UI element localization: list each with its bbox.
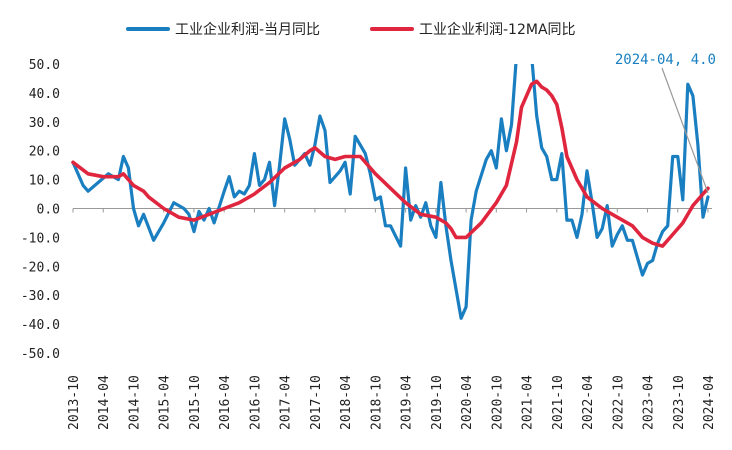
- x-tick-label: 2021-10: [551, 375, 566, 430]
- x-tick-label: 2016-10: [248, 375, 263, 430]
- x-tick-label: 2019-04: [400, 375, 415, 430]
- x-tick-label: 2020-10: [490, 375, 505, 430]
- y-axis: 50.0 40.0 30.0 20.0 10.0 0.0 -10.0 -20.0 -30.0 -4…: [21, 58, 60, 362]
- y-tick-label: 50.0: [29, 58, 60, 73]
- series-line-0: [71, 64, 710, 320]
- x-tick-label: 2023-04: [642, 375, 657, 430]
- x-tick-label: 2022-04: [581, 375, 596, 430]
- y-tick-label: -30.0: [21, 289, 60, 304]
- x-tick-label: 2018-04: [339, 375, 354, 430]
- x-axis: 2013-10 2014-04 2014-10 2015-04 2015-10 2016-…: [67, 208, 717, 430]
- legend-label-series-0: 工业企业利润-当月同比: [175, 21, 320, 38]
- y-tick-label: -40.0: [21, 318, 60, 333]
- series-line-1: [71, 79, 710, 248]
- x-tick-label: 2015-10: [188, 375, 203, 430]
- x-tick-label: 2017-10: [309, 375, 324, 430]
- y-tick-label: 0.0: [37, 203, 60, 218]
- y-tick-label: -20.0: [21, 260, 60, 275]
- y-tick-label: -50.0: [21, 347, 60, 362]
- x-tick-label: 2018-10: [369, 375, 384, 430]
- x-tick-label: 2021-04: [521, 375, 536, 430]
- y-tick-label: 20.0: [29, 145, 60, 160]
- y-tick-label: 40.0: [29, 87, 60, 102]
- plot-area: [71, 64, 710, 320]
- x-tick-label: 2022-10: [611, 375, 626, 430]
- annotation-label: 2024-04, 4.0: [615, 52, 716, 68]
- annotation-leader-line: [661, 67, 709, 194]
- x-tick-label: 2015-04: [158, 375, 173, 430]
- y-tick-label: 10.0: [29, 174, 60, 189]
- x-tick-label: 2019-10: [430, 375, 445, 430]
- x-tick-label: 2020-04: [460, 375, 475, 430]
- legend: 工业企业利润-当月同比 工业企业利润-12MA同比: [126, 21, 576, 38]
- x-tick-label: 2014-10: [127, 375, 142, 430]
- x-tick-label: 2016-04: [218, 375, 233, 430]
- y-tick-label: -10.0: [21, 231, 60, 246]
- annotation: 2024-04, 4.0: [615, 52, 716, 194]
- y-tick-label: 30.0: [29, 116, 60, 131]
- x-tick-label: 2014-04: [97, 375, 112, 430]
- legend-label-series-1: 工业企业利润-12MA同比: [419, 21, 576, 38]
- x-tick-label: 2023-10: [672, 375, 687, 430]
- x-tick-label: 2017-04: [279, 375, 294, 430]
- x-tick-label: 2024-04: [702, 375, 717, 430]
- x-tick-label: 2013-10: [67, 375, 82, 430]
